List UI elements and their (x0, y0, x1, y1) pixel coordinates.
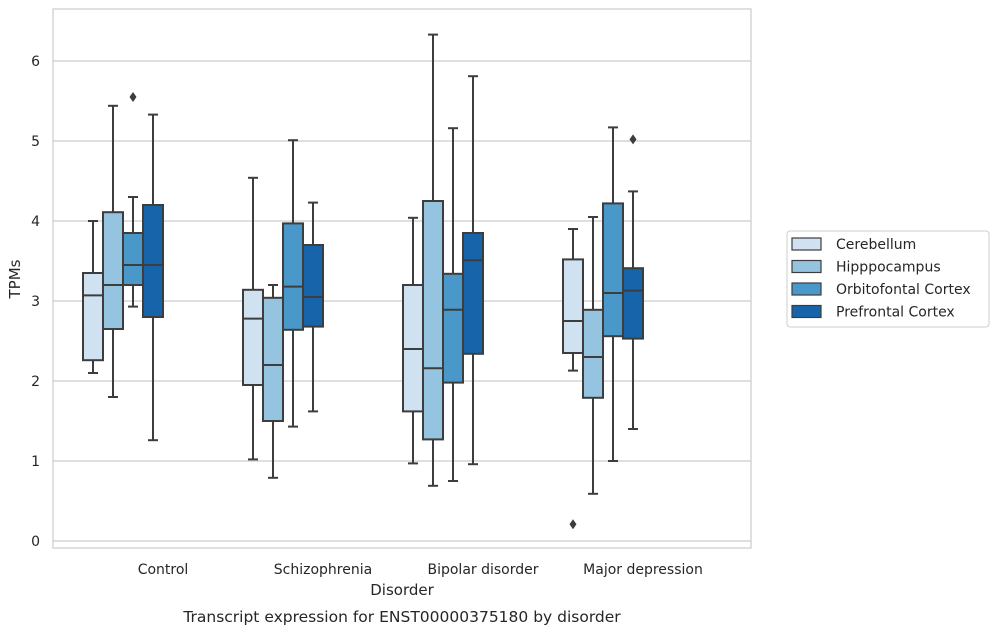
iqr-box (562, 258, 584, 354)
legend-swatch (791, 259, 822, 274)
box-4-4 (622, 134, 644, 430)
box-4-2 (302, 201, 324, 413)
iqr-box (622, 267, 644, 340)
legend-swatch (791, 237, 822, 251)
legend-entry-3: Orbitofontal Cortex (791, 282, 971, 298)
y-tick-label-6: 6 (31, 54, 40, 70)
iqr-box (262, 296, 284, 422)
legend-label: Hipppocampus (836, 260, 941, 276)
x-tick-label-4: Major depression (583, 562, 703, 578)
x-axis-label: Disorder (370, 581, 434, 599)
legend-label: Cerebellum (836, 237, 916, 253)
y-tick-label-5: 5 (31, 134, 40, 150)
y-tick-label-4: 4 (31, 214, 40, 230)
iqr-box (602, 202, 624, 338)
box-4-3 (462, 75, 484, 466)
box-4-1 (142, 113, 164, 442)
box-2-4 (582, 216, 604, 495)
x-tick-labels: Control Schizophrenia Bipolar disorder Majo… (138, 562, 703, 578)
legend-label: Orbitofontal Cortex (836, 282, 971, 298)
x-tick-label-1: Control (138, 562, 189, 578)
legend: Cerebellum Hipppocampus Orbitofontal Corte… (786, 230, 990, 328)
iqr-box (282, 222, 304, 331)
legend-entry-2: Hipppocampus (791, 259, 941, 276)
legend-entry-1: Cerebellum (791, 237, 916, 253)
boxes-layer (82, 33, 644, 530)
box-2-1 (102, 104, 124, 398)
outlier-point-1 (129, 92, 137, 102)
y-axis-label: TPMs (6, 259, 24, 299)
legend-swatch (791, 282, 822, 296)
iqr-box (462, 232, 484, 355)
legend-label: Prefrontal Cortex (836, 305, 955, 321)
iqr-box (302, 244, 324, 328)
iqr-box (142, 204, 164, 318)
y-tick-label-3: 3 (31, 294, 40, 310)
iqr-box (82, 272, 104, 362)
outlier-point-1 (629, 134, 637, 145)
chart-caption: Transcript expression for ENST0000037518… (182, 608, 621, 626)
box-1-4 (562, 228, 584, 530)
iqr-box (242, 288, 264, 386)
outlier-point-1 (569, 519, 577, 530)
legend-frame (786, 230, 990, 328)
legend-entry-4: Prefrontal Cortex (791, 304, 955, 321)
box-2-3 (422, 33, 444, 487)
y-tick-labels: 0 1 2 3 4 5 6 (31, 54, 40, 550)
iqr-box (122, 232, 144, 286)
y-tick-label-2: 2 (31, 374, 40, 390)
iqr-box (102, 211, 124, 330)
y-tick-label-0: 0 (31, 534, 40, 550)
x-tick-label-2: Schizophrenia (274, 562, 372, 578)
box-3-3 (442, 127, 464, 482)
box-2-2 (262, 284, 284, 479)
box-1-2 (242, 176, 264, 461)
y-tick-label-1: 1 (31, 454, 40, 470)
x-tick-label-3: Bipolar disorder (427, 562, 538, 578)
legend-swatch (791, 304, 822, 319)
iqr-box (422, 200, 444, 441)
iqr-box (442, 272, 464, 384)
iqr-box (582, 308, 604, 399)
